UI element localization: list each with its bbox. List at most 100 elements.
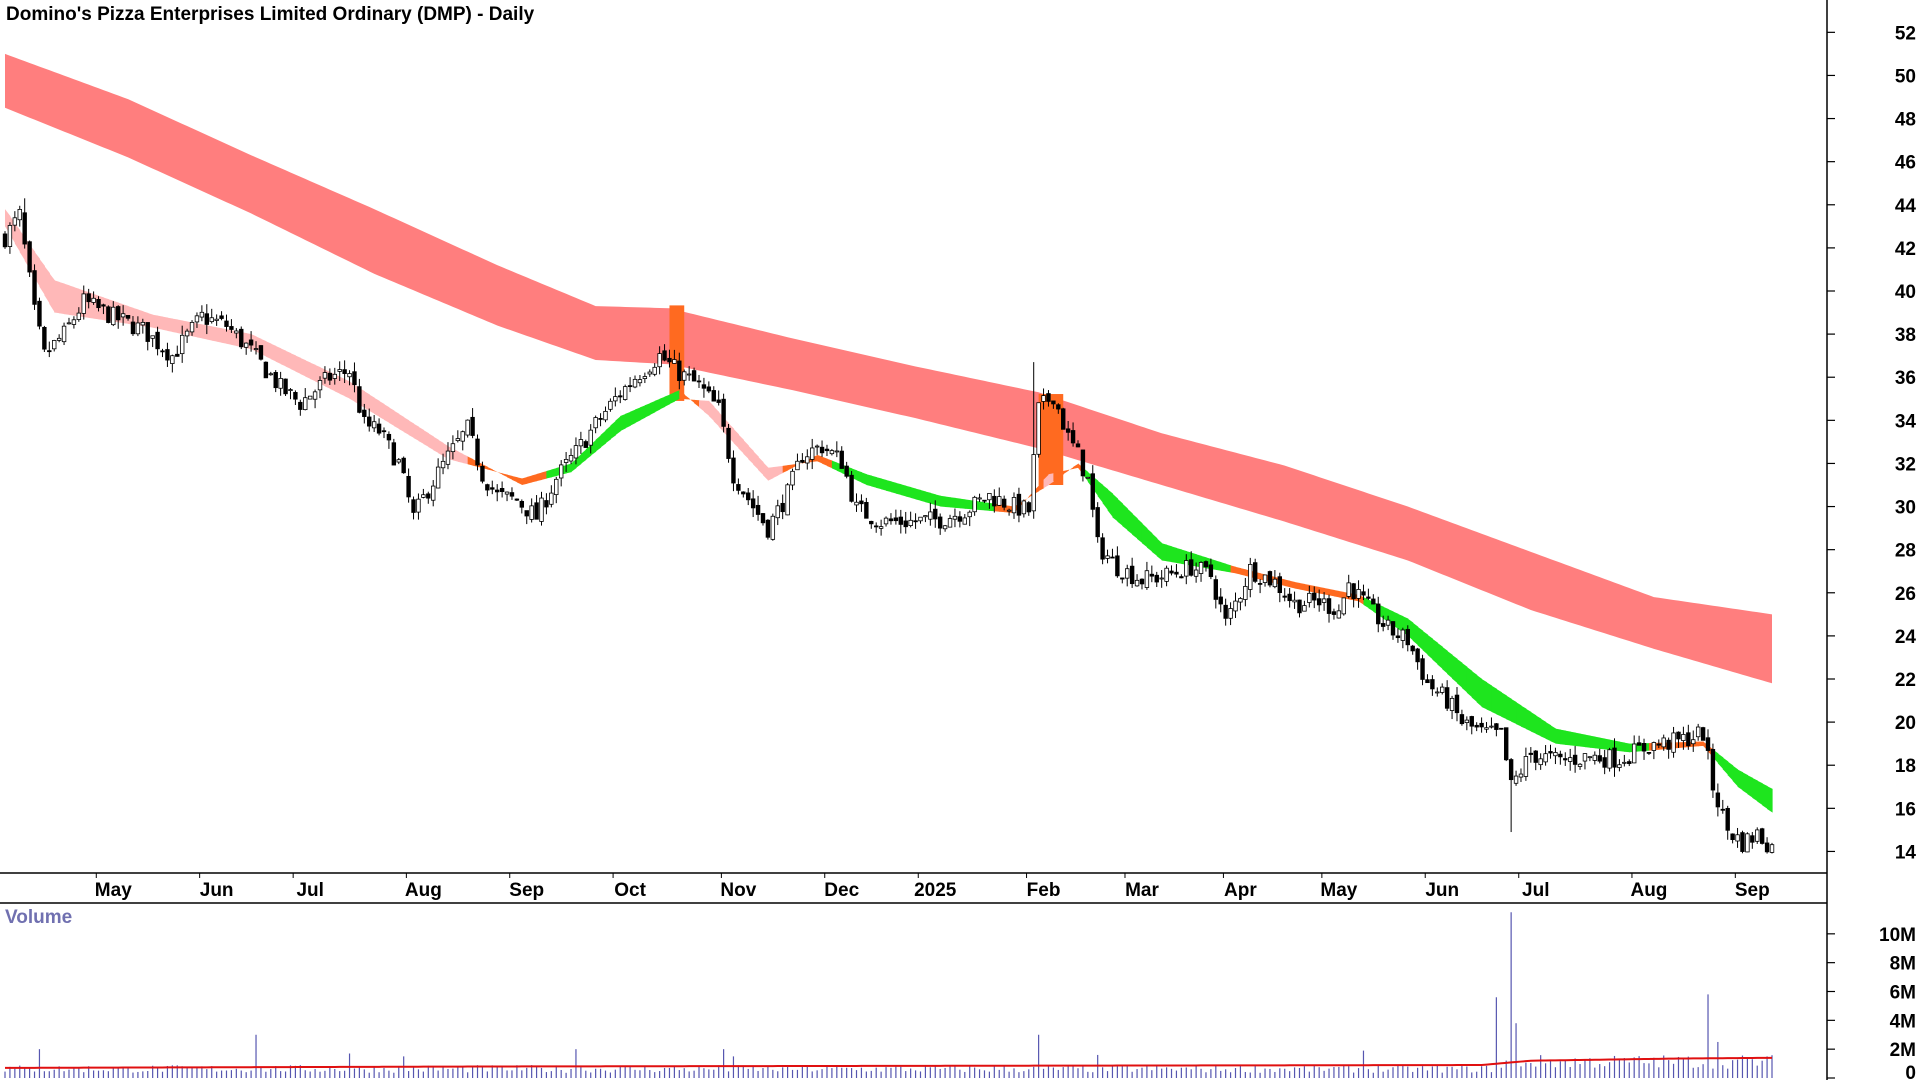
candle-body bbox=[1065, 428, 1071, 433]
short-term-band-segment bbox=[1417, 626, 1424, 651]
short-term-band-segment bbox=[1294, 582, 1301, 590]
candle-body bbox=[677, 360, 682, 382]
candle-body bbox=[1715, 792, 1721, 808]
candle-body bbox=[273, 372, 278, 389]
short-term-band-segment bbox=[674, 390, 680, 402]
time-tick-label: Aug bbox=[1630, 880, 1667, 901]
candle-body bbox=[750, 498, 756, 509]
candle-body bbox=[903, 520, 908, 528]
candle-body bbox=[1238, 598, 1243, 603]
short-term-band-segment bbox=[123, 304, 129, 324]
short-term-band-segment bbox=[753, 451, 759, 470]
candle-body bbox=[942, 525, 948, 530]
candle-body bbox=[893, 517, 899, 522]
short-term-band-segment bbox=[984, 502, 991, 511]
candle-body bbox=[61, 325, 67, 343]
candle-body bbox=[396, 459, 401, 463]
short-term-band-segment bbox=[1397, 613, 1404, 633]
short-term-band-segment bbox=[1102, 485, 1109, 511]
short-term-band-segment bbox=[890, 481, 897, 494]
candle-body bbox=[1400, 629, 1406, 641]
short-term-band-segment bbox=[1486, 682, 1493, 712]
short-term-band-segment bbox=[1073, 463, 1079, 469]
short-term-band-segment bbox=[1545, 721, 1552, 742]
candle-body bbox=[1449, 697, 1455, 711]
short-term-band-segment bbox=[654, 398, 661, 413]
price-tick-label: 14 bbox=[1895, 842, 1917, 863]
candle-body bbox=[1144, 570, 1150, 588]
candle-body bbox=[869, 520, 874, 525]
short-term-band-segment bbox=[511, 475, 518, 483]
short-term-band-segment bbox=[703, 400, 710, 417]
candle-body bbox=[278, 378, 283, 389]
short-term-band-segment bbox=[615, 416, 621, 436]
candle-body bbox=[1385, 619, 1391, 626]
short-term-band-segment bbox=[605, 425, 612, 444]
candle-body bbox=[1425, 679, 1430, 684]
short-term-band-segment bbox=[388, 407, 395, 426]
candle-body bbox=[878, 526, 884, 529]
candle-body bbox=[711, 390, 716, 402]
candle-body bbox=[66, 322, 72, 325]
candle-body bbox=[32, 270, 37, 305]
short-term-band-segment bbox=[1338, 590, 1345, 599]
candle-body bbox=[716, 399, 721, 403]
short-term-band-segment bbox=[1722, 757, 1729, 776]
candle-body bbox=[1169, 570, 1174, 574]
candle-body bbox=[524, 510, 529, 517]
candle-body bbox=[435, 466, 441, 489]
candle-body bbox=[1228, 608, 1233, 619]
short-term-band-segment bbox=[1727, 761, 1734, 781]
short-term-band-segment bbox=[1156, 538, 1163, 561]
short-term-band-segment bbox=[1575, 732, 1581, 747]
time-tick-label: Mar bbox=[1125, 880, 1159, 901]
short-term-band-segment bbox=[886, 479, 892, 493]
candle-body bbox=[1558, 753, 1563, 758]
candle-body bbox=[1489, 725, 1494, 728]
short-term-band-segment bbox=[738, 434, 744, 454]
candle-body bbox=[1504, 727, 1509, 761]
price-tick-label: 50 bbox=[1895, 66, 1916, 87]
candle-body bbox=[947, 518, 953, 528]
candle-body bbox=[460, 431, 465, 442]
candle-body bbox=[189, 321, 195, 333]
short-term-ma-band bbox=[5, 209, 1773, 813]
candle-body bbox=[347, 373, 352, 378]
price-tick-label: 26 bbox=[1895, 584, 1916, 605]
candle-body bbox=[928, 511, 933, 520]
volume-tick-label: 2M bbox=[1890, 1040, 1916, 1061]
candle-body bbox=[1321, 598, 1327, 603]
short-term-band-segment bbox=[177, 319, 183, 335]
candle-body bbox=[367, 416, 372, 427]
short-term-band-segment bbox=[699, 400, 705, 412]
short-term-band-segment bbox=[1698, 741, 1704, 747]
short-term-band-segment bbox=[546, 469, 552, 479]
candle-body bbox=[770, 515, 776, 540]
volume-tick-label: 10M bbox=[1879, 925, 1916, 946]
volume-moving-average bbox=[4, 1056, 1773, 1069]
candle-body bbox=[450, 443, 456, 453]
short-term-band-segment bbox=[1146, 528, 1153, 552]
time-tick-label: Sep bbox=[1735, 880, 1770, 901]
short-term-band-segment bbox=[433, 436, 439, 454]
candle-body bbox=[642, 376, 648, 379]
candle-body bbox=[539, 497, 544, 522]
candle-body bbox=[701, 384, 707, 389]
candle-body bbox=[1193, 569, 1199, 577]
candle-body bbox=[1577, 763, 1583, 767]
short-term-band-segment bbox=[1132, 513, 1138, 539]
short-term-band-segment bbox=[1560, 729, 1566, 745]
short-term-band-segment bbox=[1747, 775, 1753, 798]
candle-body bbox=[1631, 743, 1637, 764]
candle-body bbox=[908, 519, 913, 526]
candle-body bbox=[1179, 576, 1184, 579]
candle-body bbox=[652, 366, 657, 375]
candle-body bbox=[1755, 829, 1760, 842]
candle-body bbox=[160, 350, 165, 353]
candle-body bbox=[1361, 591, 1366, 596]
candle-body bbox=[1041, 395, 1046, 402]
short-term-band-segment bbox=[950, 497, 956, 508]
short-term-band-segment bbox=[403, 417, 410, 435]
short-term-band-segment bbox=[157, 315, 164, 330]
